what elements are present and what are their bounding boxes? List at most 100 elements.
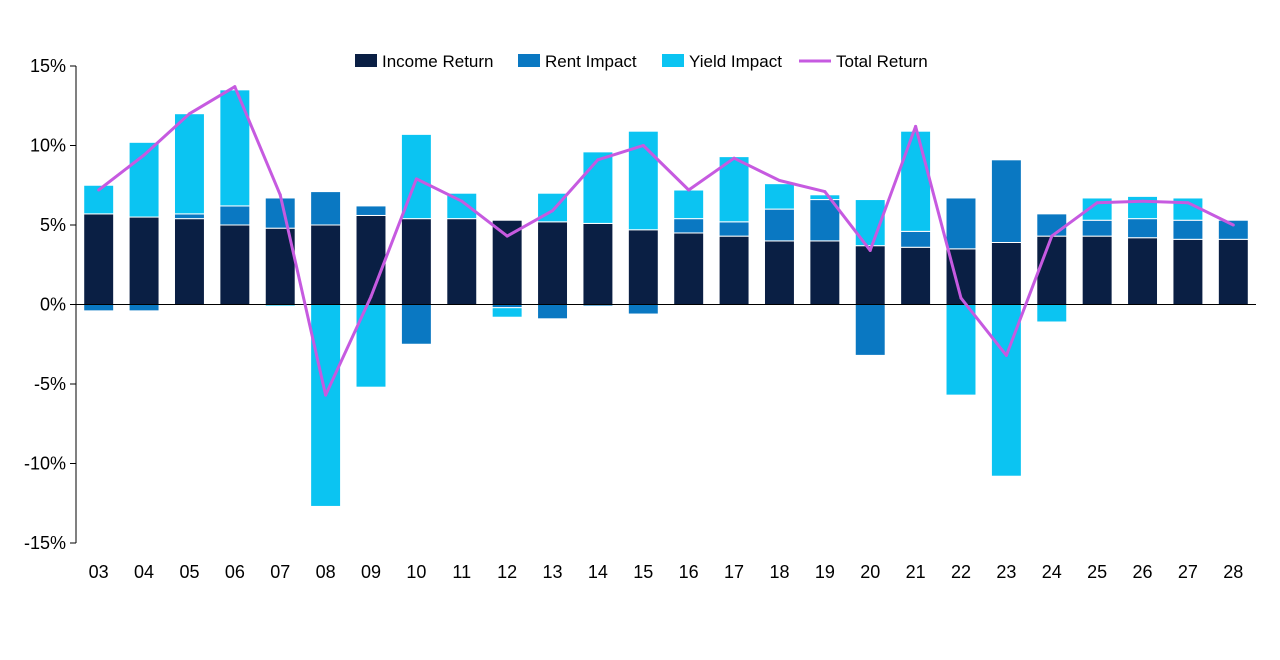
x-tick-label: 21 [906, 562, 926, 582]
x-tick-label: 06 [225, 562, 245, 582]
legend-rent-impact: Rent Impact [518, 52, 637, 71]
bar-income-return [310, 224, 342, 305]
bar-income-return [537, 221, 569, 306]
bar-rent-impact [264, 197, 296, 229]
y-tick-label: 0% [40, 295, 66, 315]
bar-income-return [1172, 238, 1204, 305]
bar-rent-impact [718, 221, 750, 237]
bar-yield-impact [945, 304, 977, 396]
x-tick-label: 28 [1223, 562, 1243, 582]
bar-income-return [718, 235, 750, 306]
total-return-point [1004, 353, 1008, 357]
bar-rent-impact [537, 304, 569, 320]
bar-income-return [83, 213, 115, 305]
legend-label: Income Return [382, 52, 494, 71]
bar-rent-impact [673, 218, 705, 234]
total-return-point [551, 209, 555, 213]
x-tick-label: 26 [1133, 562, 1153, 582]
total-return-point [1231, 223, 1235, 227]
total-return-point [187, 112, 191, 116]
legend-yield-impact: Yield Impact [662, 52, 782, 71]
x-tick-label: 19 [815, 562, 835, 582]
x-tick-label: 12 [497, 562, 517, 582]
x-tick-label: 08 [316, 562, 336, 582]
bars [83, 89, 1249, 507]
bar-yield-impact [763, 183, 795, 210]
legend: Income Return Rent Impact Yield Impact Tota… [355, 52, 928, 71]
total-return-point [868, 248, 872, 252]
bar-yield-impact [900, 130, 932, 232]
legend-label: Total Return [836, 52, 928, 71]
x-tick-label: 04 [134, 562, 154, 582]
x-tick-label: 07 [270, 562, 290, 582]
x-tick-label: 15 [633, 562, 653, 582]
bar-rent-impact [809, 199, 841, 242]
bar-rent-impact [1172, 219, 1204, 240]
legend-swatch [662, 54, 684, 67]
total-return-point [777, 178, 781, 182]
y-tick-label: -10% [24, 454, 66, 474]
bar-rent-impact [400, 304, 432, 345]
y-tick-label: 15% [30, 56, 66, 76]
bar-income-return [128, 216, 160, 305]
total-return-point [1050, 234, 1054, 238]
bar-income-return [809, 240, 841, 305]
bar-income-return [173, 218, 205, 305]
legend-label: Yield Impact [689, 52, 782, 71]
total-return-point [823, 190, 827, 194]
x-tick-label: 25 [1087, 562, 1107, 582]
total-return-point [142, 153, 146, 157]
total-return-point [641, 144, 645, 147]
total-return-point [233, 85, 237, 89]
bar-income-return [854, 245, 886, 305]
legend-swatch [518, 54, 540, 67]
bar-income-return [219, 224, 251, 305]
bar-income-return [900, 246, 932, 305]
bar-income-return [1081, 235, 1113, 306]
total-return-point [687, 188, 691, 192]
total-return-point [414, 177, 418, 181]
total-return-point [1186, 201, 1190, 205]
x-tick-label: 05 [179, 562, 199, 582]
y-axis: -15% -10% -5% 0% 5% 10% 15% [24, 56, 77, 553]
bar-rent-impact [310, 191, 342, 226]
bar-rent-impact [627, 304, 659, 315]
total-return-point [324, 393, 328, 397]
total-return-point [505, 234, 509, 238]
bar-rent-impact [173, 213, 205, 220]
bar-rent-impact [854, 304, 886, 356]
total-return-point [596, 158, 600, 162]
bar-income-return [400, 218, 432, 305]
bar-income-return [446, 218, 478, 305]
bar-rent-impact [83, 304, 115, 312]
total-return-line [97, 85, 1234, 397]
bar-yield-impact [673, 189, 705, 220]
bar-rent-impact [1036, 213, 1068, 237]
legend-swatch [355, 54, 377, 67]
bar-rent-impact [1127, 218, 1159, 239]
bar-yield-impact [718, 156, 750, 223]
bar-income-return [1036, 235, 1068, 306]
bar-yield-impact [491, 307, 523, 318]
bar-yield-impact [809, 194, 841, 201]
bar-income-return [582, 222, 614, 305]
total-return-point [732, 156, 736, 160]
legend-income-return: Income Return [355, 52, 494, 71]
legend-total-return: Total Return [799, 52, 928, 71]
x-tick-label: 10 [406, 562, 426, 582]
bar-income-return [491, 219, 523, 305]
x-tick-label: 18 [769, 562, 789, 582]
bar-rent-impact [1081, 219, 1113, 237]
bar-yield-impact [173, 113, 205, 215]
bar-income-return [1217, 238, 1249, 305]
total-return-point [959, 296, 963, 300]
x-tick-label: 22 [951, 562, 971, 582]
bar-yield-impact [1036, 304, 1068, 323]
bar-income-return [627, 229, 659, 306]
total-return-point [278, 193, 282, 197]
bar-rent-impact [128, 304, 160, 312]
y-tick-label: 10% [30, 136, 66, 156]
bar-rent-impact [1217, 219, 1249, 240]
total-return-point [460, 199, 464, 203]
x-tick-label: 03 [89, 562, 109, 582]
